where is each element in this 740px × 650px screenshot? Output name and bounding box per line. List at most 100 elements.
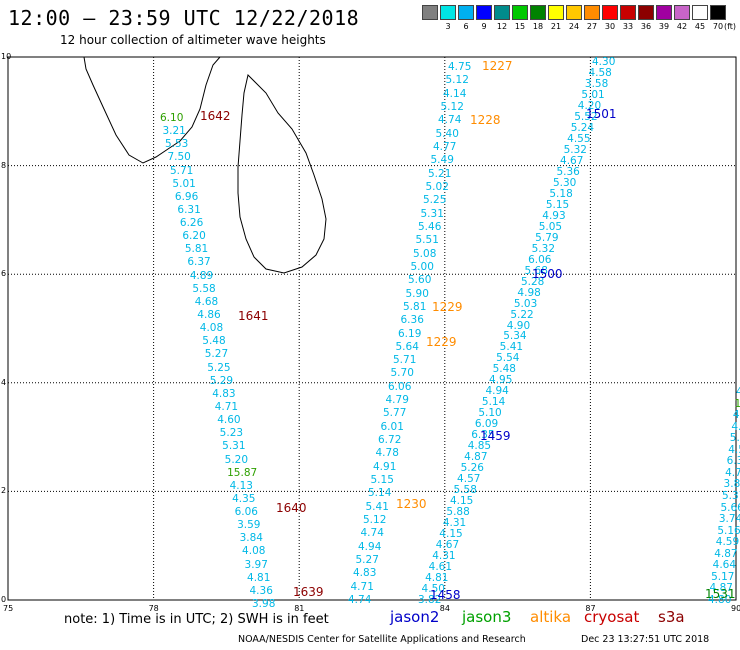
swh-value: 4.15 [439,528,463,541]
pass-number-label: 1501 [586,107,617,121]
swh-value: 5.03 [513,297,538,310]
scale-swatch [674,5,690,20]
scale-label: 21 [550,22,562,31]
swh-value: 5.49 [430,154,454,167]
scale-swatch [692,5,708,20]
map-canvas [7,56,737,601]
swh-value: 3.98 [252,598,276,610]
swh-value: 6.36 [400,314,424,327]
swh-value: 5.79 [535,231,559,244]
swh-value: 5.71 [169,164,194,177]
swh-value: 4.98 [517,286,541,299]
swh-value: 5.25 [207,361,231,374]
swh-value: 5.17 [711,570,735,583]
swh-value: 5.58 [453,484,477,497]
pass-number-label: 1458 [430,588,461,602]
pass-number-label: 1500 [532,267,563,281]
swh-value: 5.81 [184,243,209,256]
pass-number-label: 1229 [432,300,463,314]
swh-value: 6.09 [474,418,499,431]
india-coastline [83,56,221,164]
swh-value: 17 [734,397,740,410]
latitude-tick: 0 [1,595,7,604]
swh-value: 5.15 [545,198,570,211]
swh-value: 4.57 [457,473,481,486]
satellite-legend-item: jason2 [390,608,440,626]
swh-value: 4 [736,386,740,398]
satellite-legend-item: s3a [658,608,685,626]
longitude-tick: 75 [3,604,14,613]
pass-number-label: 1640 [276,501,307,515]
swh-value: 4.93 [542,209,566,222]
swh-value: 4.53 [728,443,740,456]
scale-unit: (ft) [723,22,737,31]
scale-label: 42 [676,22,688,31]
scale-swatch [494,5,510,20]
swh-value: 5.31 [729,432,740,445]
swh-value: 4.5 [731,420,740,433]
longitude-tick: 87 [585,604,596,613]
swh-value: 5.28 [520,275,545,288]
swh-value: 5.31 [420,207,444,220]
swh-value: 5.22 [510,308,534,321]
swh-value: 4.87 [714,547,738,560]
swh-value: 6.06 [234,506,258,519]
swh-value: 3.82 [418,594,442,606]
swh-value: 5.52 [574,110,598,123]
swh-value: 6.35 [471,429,495,442]
swh-value: 5.26 [460,462,484,475]
swh-value: 5.48 [202,335,226,348]
longitude-tick: 78 [148,604,159,613]
credit-footer: NOAA/NESDIS Center for Satellite Applica… [238,634,526,645]
swh-value: 5.01 [172,177,196,190]
swh-value: 4.89 [189,269,214,282]
swh-value: 4.83 [212,387,236,400]
scale-swatch [602,5,618,20]
pass-number-label: 1531 [705,587,736,601]
swh-value: 5.64 [395,340,419,353]
scale-swatch [476,5,492,20]
swh-value: 5.23 [219,427,244,440]
scale-label: 45 [694,22,706,31]
swh-value: 5.68 [524,264,548,277]
swh-value: 4.67 [560,154,584,167]
swh-value: 6.19 [398,327,422,340]
scale-label: 33 [622,22,634,31]
swh-value: 4.08 [242,545,266,558]
pass-number-label: 1642 [200,109,231,123]
swh-value: 3.59 [237,519,261,532]
swh-value: 4.15 [449,495,474,508]
swh-value: 4.94 [358,540,382,553]
swh-value: 6.31 [177,203,201,216]
pass-number-label: 1230 [396,497,427,511]
pass-number-label: 1459 [480,429,511,443]
scale-swatch [440,5,456,20]
map-title: 12:00 — 23:59 UTC 12/22/2018 [8,6,360,30]
scale-swatch [710,5,726,20]
swh-value: 5.30 [552,176,577,189]
swh-value: 3.97 [244,558,268,571]
swh-value: 4.75 [448,61,472,73]
swh-value: 5.27 [204,348,229,361]
swh-value: 5.27 [355,554,379,567]
scale-swatch [422,5,438,20]
swh-value: 6.72 [378,434,402,447]
longitude-tick: 90 [731,604,740,613]
swh-value: 5.32 [563,143,587,156]
swh-value: 4.87 [464,451,488,464]
swh-value: 4.30 [592,56,616,68]
swh-value: 6.20 [182,230,206,243]
swh-value: 5.60 [408,274,432,287]
swh-value: 4.20 [577,99,602,112]
scale-swatch [638,5,654,20]
scale-swatch [512,5,528,20]
map-subtitle: 12 hour collection of altimeter wave hei… [60,33,326,47]
swh-value: 4.36 [249,584,273,597]
swh-value: 4.31 [432,550,456,563]
swh-value: 7.50 [167,151,191,164]
swh-value: 3.21 [162,125,186,138]
swh-value: 3.86 [723,478,740,491]
swh-value: 6.96 [174,190,199,203]
latitude-tick: 8 [1,160,7,170]
swh-value: 5.24 [570,121,595,134]
